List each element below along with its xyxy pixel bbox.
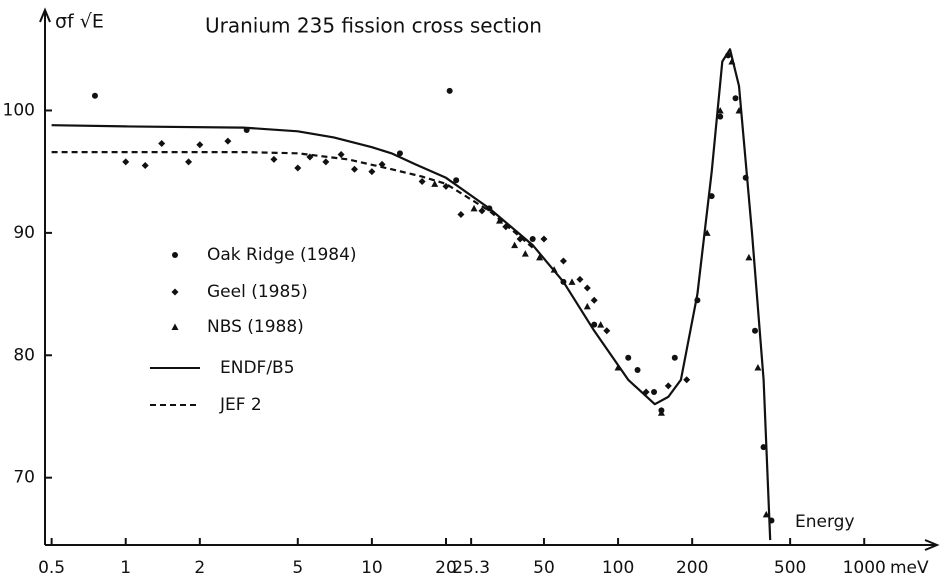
data-point — [536, 253, 544, 261]
data-point — [745, 253, 753, 261]
y-arrow — [39, 7, 51, 23]
data-line — [51, 48, 772, 541]
data-point — [322, 158, 330, 166]
data-point — [196, 141, 204, 149]
chart-title: Uranium 235 fission cross section — [205, 14, 542, 38]
data-point — [540, 235, 548, 243]
data-point — [651, 388, 658, 395]
data-point — [91, 92, 98, 99]
y-tick-label: 70 — [13, 468, 35, 488]
data-point — [351, 165, 359, 173]
x-tick-label: 200 — [676, 558, 708, 578]
data-point — [732, 95, 739, 102]
data-point — [559, 257, 567, 265]
x-tick-label: 100 — [602, 558, 634, 578]
data-point — [378, 160, 386, 168]
x-tick-label: 10 — [361, 558, 383, 578]
data-point — [625, 354, 632, 361]
data-point — [671, 354, 678, 361]
data-point — [591, 321, 598, 328]
y-tick-label: 90 — [13, 223, 35, 243]
data-point — [521, 250, 529, 257]
data-line — [51, 151, 534, 249]
data-point — [634, 366, 641, 373]
data-point — [683, 376, 691, 384]
x-unit: meV — [890, 558, 929, 578]
y-axis-label: σf √E — [55, 11, 104, 33]
data-point — [337, 151, 345, 159]
data-point — [453, 177, 460, 184]
data-point — [431, 180, 439, 187]
data-point — [470, 204, 478, 212]
legend-label: Geel (1985) — [207, 282, 308, 302]
data-point — [664, 382, 672, 390]
x-tick-label: 1000 — [843, 558, 886, 578]
data-point — [185, 158, 193, 166]
legend-label: JEF 2 — [219, 395, 262, 415]
y-tick-label: 100 — [3, 100, 35, 120]
data-point — [511, 241, 519, 249]
data-point — [708, 193, 715, 200]
legend-marker — [172, 252, 178, 258]
data-point — [457, 211, 465, 219]
data-point — [158, 140, 166, 148]
legend-marker — [171, 288, 179, 296]
data-point — [141, 162, 149, 170]
x-tick-label: 0.5 — [38, 558, 65, 578]
x-tick-label: 1 — [120, 558, 131, 578]
data-point — [122, 158, 130, 166]
legend-label: NBS (1988) — [207, 317, 304, 337]
data-point — [446, 87, 453, 94]
x-axis-label: Energy — [795, 512, 855, 532]
data-point — [603, 327, 611, 335]
x-tick-label: 5 — [292, 558, 303, 578]
data-point — [583, 302, 591, 310]
x-tick-label: 2 — [194, 558, 205, 578]
data-point — [442, 182, 450, 190]
legend-label: ENDF/B5 — [220, 358, 295, 378]
data-point — [396, 150, 403, 157]
data-point — [590, 296, 598, 304]
data-point — [762, 510, 770, 518]
data-point — [717, 113, 724, 120]
x-tick-label: 25.3 — [452, 558, 490, 578]
x-tick-label: 20 — [435, 558, 457, 578]
data-point — [270, 155, 278, 163]
data-point — [657, 409, 665, 416]
data-point — [294, 164, 302, 172]
data-point — [224, 137, 232, 145]
data-point — [583, 284, 591, 292]
data-point — [529, 235, 536, 242]
data-point — [597, 321, 605, 328]
data-point — [568, 278, 576, 285]
data-point — [418, 177, 426, 185]
legend-label: Oak Ridge (1984) — [207, 245, 357, 265]
data-point — [754, 364, 762, 371]
data-point — [478, 207, 486, 215]
data-point — [752, 327, 759, 334]
y-tick-label: 80 — [13, 345, 35, 365]
data-point — [760, 444, 767, 451]
legend-marker — [171, 323, 179, 330]
x-tick-label: 50 — [533, 558, 555, 578]
x-tick-label: 500 — [774, 558, 806, 578]
data-point — [576, 275, 584, 283]
x-arrow — [924, 539, 940, 551]
data-point — [368, 168, 376, 176]
